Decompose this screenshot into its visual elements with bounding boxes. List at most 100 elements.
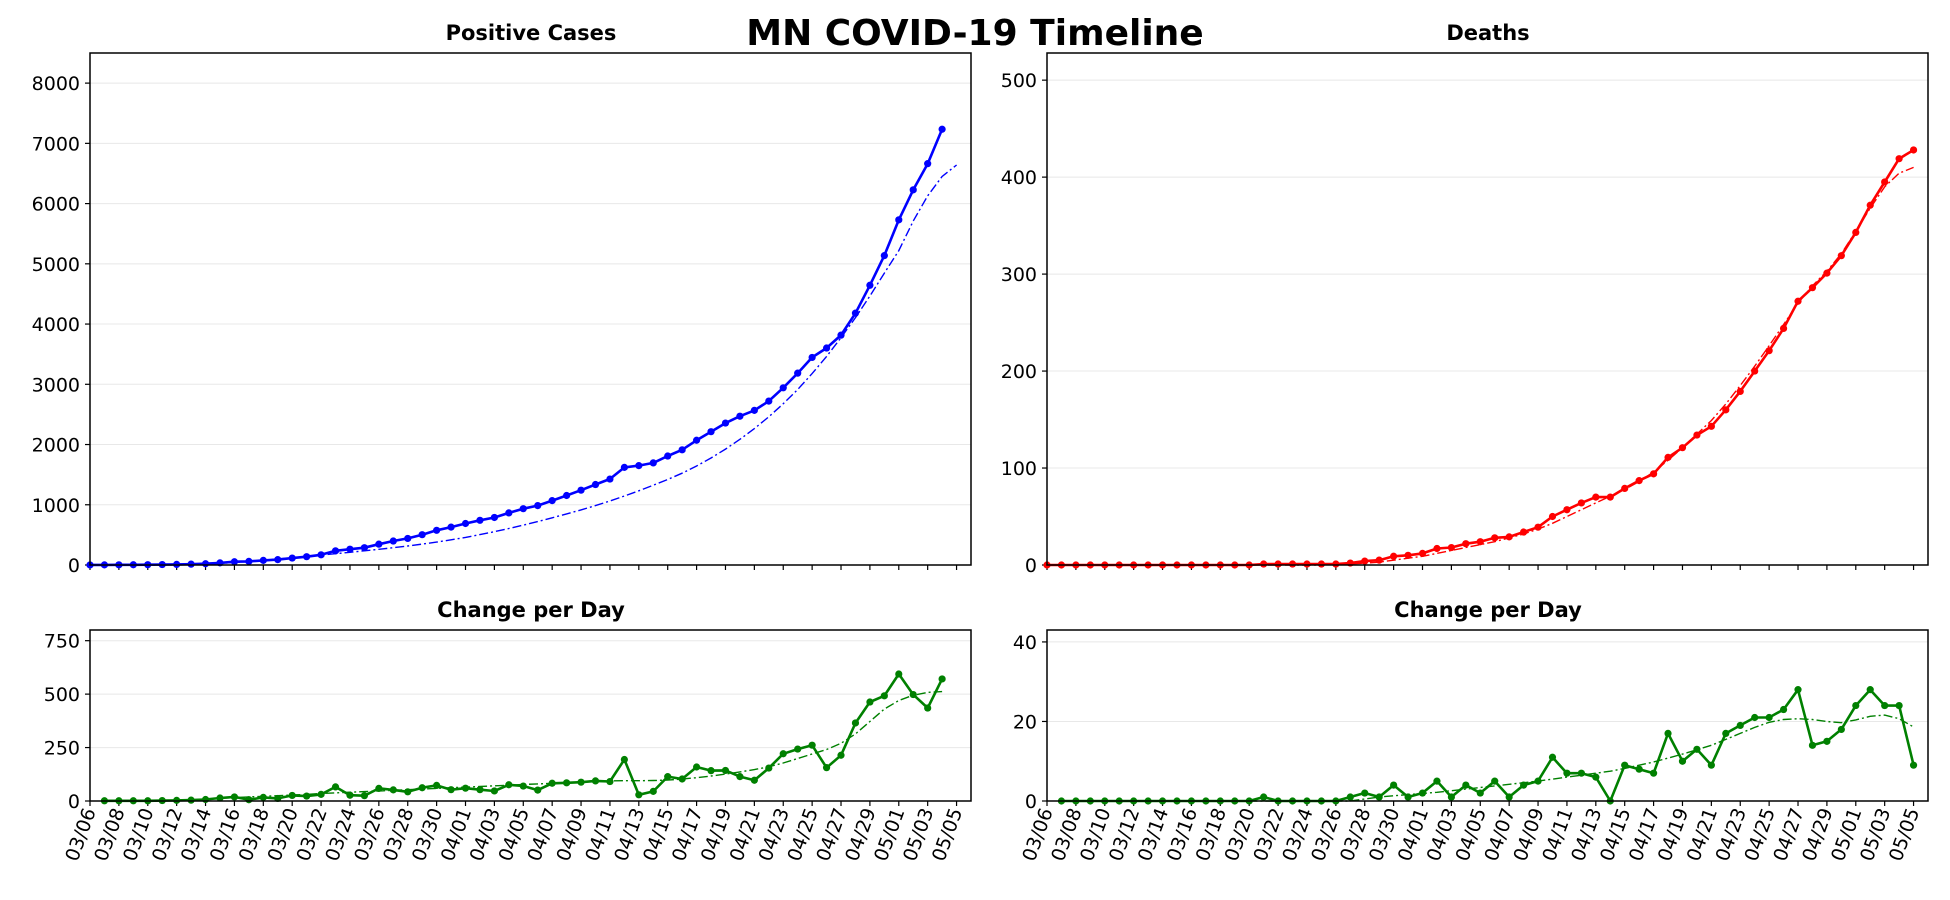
data-point — [924, 704, 932, 712]
data-point — [563, 779, 571, 787]
data-point — [606, 777, 614, 786]
data-point — [1577, 499, 1585, 507]
data-point — [1375, 556, 1383, 564]
data-point — [635, 791, 643, 799]
data-point — [1491, 534, 1499, 542]
data-point — [779, 750, 787, 758]
data-point — [1476, 789, 1484, 797]
data-point — [1678, 444, 1687, 452]
data-point — [404, 788, 412, 796]
trend-line — [104, 690, 943, 802]
data-point — [1794, 297, 1802, 305]
data-point — [1722, 406, 1730, 414]
figure-title: MN COVID-19 Timeline — [746, 13, 1203, 54]
panel-deaths-change-per-day: Change per Day 0204003/0603/0803/1003/12… — [1013, 598, 1929, 864]
panel-title-positive-cases: Positive Cases — [446, 21, 617, 45]
y-tick-label: 200 — [1001, 361, 1037, 383]
series-line — [1047, 148, 1915, 567]
data-point — [1592, 773, 1600, 781]
y-tick-label: 500 — [44, 684, 80, 706]
data-point — [1433, 777, 1441, 785]
data-point — [1476, 538, 1484, 546]
data-point — [1548, 753, 1557, 761]
data-point — [1317, 560, 1326, 568]
data-point — [664, 452, 672, 460]
data-point — [1548, 512, 1557, 521]
data-point — [866, 698, 874, 706]
data-point — [837, 331, 845, 339]
data-point — [331, 547, 340, 555]
data-point — [259, 556, 267, 564]
data-point — [880, 252, 888, 260]
series-line — [90, 128, 944, 567]
data-point — [476, 786, 484, 794]
data-point — [895, 670, 903, 678]
data-point — [1837, 252, 1845, 260]
data-point — [664, 773, 672, 781]
y-tick-label: 250 — [44, 738, 80, 760]
data-point — [389, 786, 397, 794]
series-line — [1061, 688, 1915, 803]
data-point — [1895, 155, 1903, 163]
y-tick-label: 20 — [1013, 711, 1037, 733]
data-point — [1736, 387, 1744, 396]
data-point — [187, 560, 195, 568]
data-point — [1534, 777, 1542, 785]
data-point — [187, 796, 195, 804]
data-point — [1664, 453, 1672, 461]
data-point — [707, 767, 715, 775]
data-point — [346, 791, 354, 799]
data-point — [288, 554, 296, 562]
data-point — [201, 795, 210, 804]
y-tick-label: 6000 — [32, 194, 80, 216]
y-tick-label: 40 — [1013, 632, 1037, 654]
plot-frame — [89, 52, 972, 566]
data-point — [303, 553, 311, 561]
y-tick-label: 0 — [1025, 555, 1037, 577]
y-tick-label: 0 — [68, 791, 80, 813]
data-point — [1909, 761, 1918, 769]
data-point — [1404, 551, 1412, 559]
data-point — [1418, 549, 1427, 557]
data-point — [1779, 705, 1788, 714]
data-point — [418, 784, 426, 792]
data-point — [1707, 422, 1715, 430]
data-point — [1361, 789, 1369, 797]
data-point — [274, 794, 282, 803]
y-tick-label: 8000 — [32, 73, 80, 95]
data-point — [1707, 761, 1715, 769]
data-point — [1462, 781, 1470, 789]
data-point — [1390, 552, 1398, 560]
plot-frame — [1046, 629, 1929, 802]
data-point — [924, 160, 932, 168]
data-point — [1866, 201, 1874, 209]
data-point — [1361, 557, 1369, 565]
data-point — [1722, 729, 1730, 737]
data-point — [938, 125, 946, 133]
data-point — [519, 505, 527, 513]
plot-positive-cases: 0 1000 2000 3000 4000 5000 6000 7000 8000 — [32, 52, 972, 577]
panel-deaths: Deaths 0 100 200 300 400 500 — [1001, 21, 1929, 577]
data-point — [389, 537, 397, 545]
data-point — [1693, 431, 1701, 439]
y-tick-label: 4000 — [32, 314, 80, 336]
data-point — [1332, 560, 1340, 568]
data-point — [1260, 793, 1268, 801]
data-point — [794, 369, 802, 377]
y-tick-label: 300 — [1001, 264, 1037, 286]
data-point — [1447, 793, 1455, 801]
data-point — [1491, 777, 1499, 785]
data-point — [216, 794, 224, 802]
data-point — [880, 692, 888, 700]
data-point — [1751, 367, 1759, 375]
data-point — [1505, 533, 1513, 541]
data-point — [433, 781, 441, 789]
data-point — [1895, 701, 1903, 710]
data-point — [490, 513, 498, 522]
data-point — [606, 475, 614, 483]
data-point — [1563, 506, 1571, 514]
data-point — [678, 775, 686, 783]
data-point — [1404, 793, 1412, 801]
data-point — [692, 763, 701, 771]
